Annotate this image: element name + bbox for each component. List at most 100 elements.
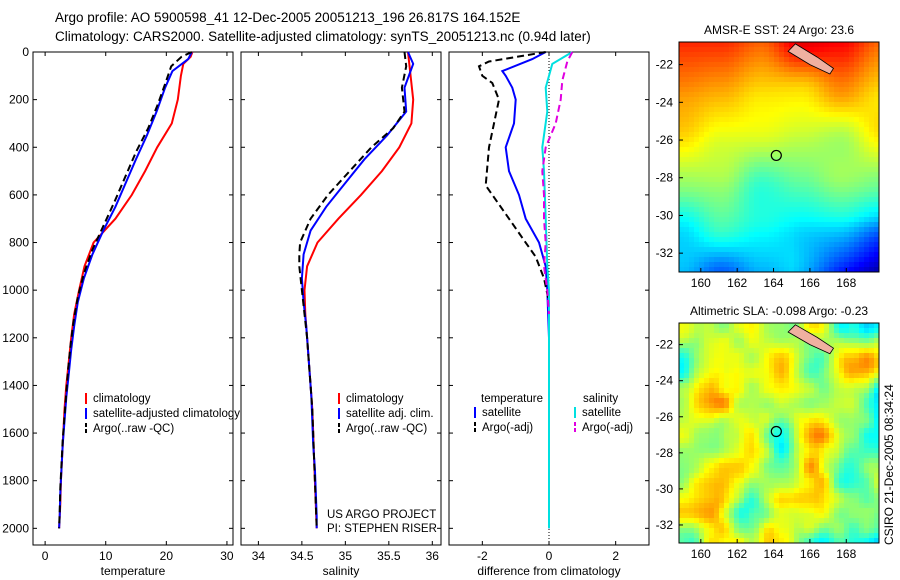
sla-map-cell bbox=[769, 463, 775, 469]
sla-map-cell bbox=[689, 473, 695, 479]
sst-map-cell bbox=[824, 92, 830, 98]
sst-map-cell bbox=[719, 42, 725, 48]
sst-map-cell bbox=[724, 177, 730, 183]
sla-map-cell bbox=[774, 338, 780, 344]
sla-map-cell bbox=[779, 463, 785, 469]
sla-map-cell bbox=[834, 463, 840, 469]
sla-map-cell bbox=[834, 458, 840, 464]
sst-map-cell bbox=[744, 112, 750, 118]
sst-map-cell bbox=[739, 47, 745, 53]
sst-map-cell bbox=[684, 167, 690, 173]
sst-map-cell bbox=[804, 87, 810, 93]
sla-map-cell bbox=[799, 528, 805, 534]
sst-map-cell bbox=[764, 182, 770, 188]
sla-map-cell bbox=[769, 528, 775, 534]
sla-map-cell bbox=[839, 348, 845, 354]
sst-map-cell bbox=[824, 182, 830, 188]
sst-map-cell bbox=[734, 67, 740, 73]
sla-map-cell bbox=[849, 363, 855, 369]
sla-map-cell bbox=[844, 498, 850, 504]
sst-map-cell bbox=[729, 247, 735, 253]
sst-map-cell bbox=[829, 137, 835, 143]
sst-map-cell bbox=[814, 177, 820, 183]
sla-map-cell bbox=[804, 498, 810, 504]
sla-map-cell bbox=[699, 433, 705, 439]
sla-map-cell bbox=[814, 443, 820, 449]
sla-map-cell bbox=[729, 538, 735, 544]
sla-map-cell bbox=[829, 538, 835, 544]
sst-map-cell bbox=[694, 222, 700, 228]
sla-map-cell bbox=[774, 483, 780, 489]
sla-map-cell bbox=[754, 483, 760, 489]
sla-map-cell bbox=[699, 328, 705, 334]
sla-map-cell bbox=[724, 373, 730, 379]
sla-map-cell bbox=[739, 363, 745, 369]
sla-map-cell bbox=[749, 358, 755, 364]
sst-map-cell bbox=[704, 157, 710, 163]
sst-map-cell bbox=[699, 82, 705, 88]
sst-map-cell bbox=[769, 112, 775, 118]
sst-map-cell bbox=[864, 217, 870, 223]
sla-map-cell bbox=[719, 363, 725, 369]
salinity-legend-entry: climatology bbox=[346, 393, 404, 405]
sla-map-cell bbox=[709, 443, 715, 449]
sla-map-cell bbox=[679, 498, 685, 504]
sla-map-cell bbox=[684, 423, 690, 429]
sst-map-cell bbox=[839, 182, 845, 188]
sla-map-cell bbox=[699, 398, 705, 404]
sst-map-cell bbox=[869, 152, 875, 158]
sla-map-cell bbox=[719, 488, 725, 494]
sla-map-cell bbox=[849, 468, 855, 474]
sst-map-cell bbox=[809, 122, 815, 128]
sst-map-cell bbox=[764, 92, 770, 98]
sst-map-cell bbox=[789, 232, 795, 238]
sla-map-cell bbox=[819, 328, 825, 334]
sla-map-cell bbox=[759, 353, 765, 359]
sla-map-cell bbox=[819, 473, 825, 479]
sst-map-cell bbox=[814, 137, 820, 143]
sst-map-cell bbox=[739, 97, 745, 103]
sst-map-cell bbox=[754, 222, 760, 228]
sst-map-cell bbox=[784, 232, 790, 238]
sla-map-cell bbox=[749, 538, 755, 544]
sla-map-cell bbox=[799, 378, 805, 384]
sst-map-cell bbox=[834, 107, 840, 113]
sla-map-cell bbox=[834, 383, 840, 389]
sla-map-cell bbox=[704, 463, 710, 469]
sla-map-cell bbox=[874, 343, 880, 349]
sla-map-cell bbox=[749, 398, 755, 404]
sla-map-cell bbox=[829, 418, 835, 424]
sst-map-cell bbox=[844, 52, 850, 58]
sla-map-cell bbox=[699, 453, 705, 459]
sst-map-cell bbox=[799, 257, 805, 263]
sla-map-cell bbox=[724, 473, 730, 479]
sst-map-cell bbox=[829, 202, 835, 208]
sst-map-cell bbox=[739, 197, 745, 203]
sla-map-cell bbox=[834, 403, 840, 409]
sla-map-cell bbox=[779, 368, 785, 374]
sla-map-cell bbox=[834, 523, 840, 529]
sst-map-cell bbox=[749, 162, 755, 168]
sst-map-cell bbox=[824, 247, 830, 253]
sst-map-cell bbox=[729, 137, 735, 143]
sst-map-cell bbox=[794, 102, 800, 108]
sst-map-cell bbox=[784, 42, 790, 48]
sst-map-cell bbox=[874, 82, 880, 88]
sst-map-cell bbox=[724, 137, 730, 143]
sst-map-cell bbox=[699, 132, 705, 138]
sla-map-cell bbox=[794, 438, 800, 444]
sst-map-cell bbox=[744, 117, 750, 123]
sla-map-cell bbox=[714, 363, 720, 369]
sla-map-cell bbox=[789, 343, 795, 349]
sst-map-cell bbox=[864, 137, 870, 143]
sla-map-cell bbox=[799, 368, 805, 374]
sst-map-cell bbox=[794, 227, 800, 233]
sst-map-cell bbox=[749, 187, 755, 193]
sst-map-cell bbox=[859, 142, 865, 148]
sst-map-cell bbox=[874, 122, 880, 128]
sla-map-cell bbox=[849, 388, 855, 394]
sst-map-cell bbox=[784, 142, 790, 148]
sla-map-cell bbox=[749, 503, 755, 509]
sst-map-cell bbox=[774, 262, 780, 268]
sla-map-cell bbox=[829, 358, 835, 364]
